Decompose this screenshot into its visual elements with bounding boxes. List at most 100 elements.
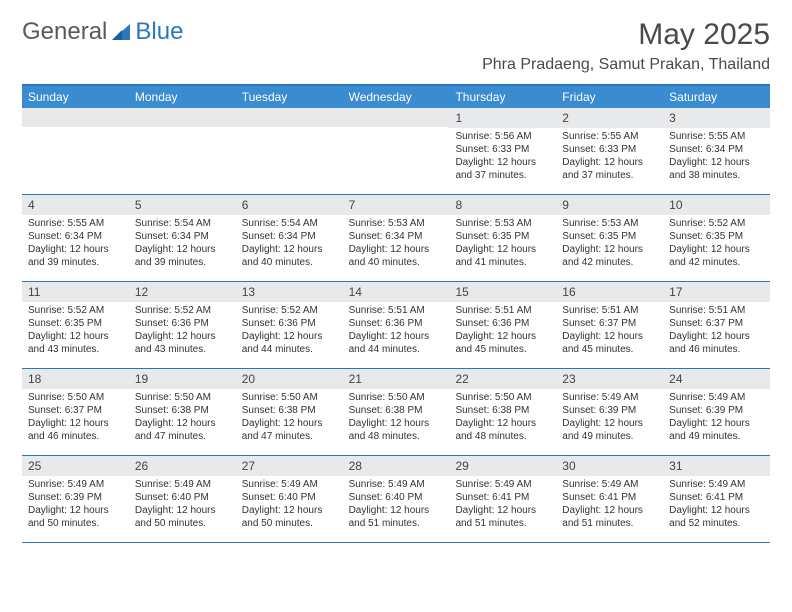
sunrise-text: Sunrise: 5:50 AM [455, 391, 550, 404]
sunset-text: Sunset: 6:39 PM [669, 404, 764, 417]
calendar: Sunday Monday Tuesday Wednesday Thursday… [22, 84, 770, 543]
day-body: Sunrise: 5:49 AMSunset: 6:39 PMDaylight:… [663, 389, 770, 447]
sunrise-text: Sunrise: 5:49 AM [669, 478, 764, 491]
sunset-text: Sunset: 6:39 PM [28, 491, 123, 504]
day-number [22, 108, 129, 127]
sunrise-text: Sunrise: 5:54 AM [135, 217, 230, 230]
day-cell: 7Sunrise: 5:53 AMSunset: 6:34 PMDaylight… [343, 195, 450, 281]
day-body: Sunrise: 5:53 AMSunset: 6:35 PMDaylight:… [449, 215, 556, 273]
daylight-text: Daylight: 12 hours and 41 minutes. [455, 243, 550, 269]
day-body: Sunrise: 5:55 AMSunset: 6:34 PMDaylight:… [663, 128, 770, 186]
day-number: 2 [556, 108, 663, 128]
day-number: 19 [129, 369, 236, 389]
day-cell: 15Sunrise: 5:51 AMSunset: 6:36 PMDayligh… [449, 282, 556, 368]
sunrise-text: Sunrise: 5:49 AM [562, 478, 657, 491]
sunrise-text: Sunrise: 5:50 AM [242, 391, 337, 404]
day-body: Sunrise: 5:49 AMSunset: 6:41 PMDaylight:… [449, 476, 556, 534]
sunrise-text: Sunrise: 5:53 AM [455, 217, 550, 230]
dow-wed: Wednesday [343, 86, 450, 108]
day-cell: 8Sunrise: 5:53 AMSunset: 6:35 PMDaylight… [449, 195, 556, 281]
sunrise-text: Sunrise: 5:49 AM [349, 478, 444, 491]
day-body [343, 127, 450, 187]
day-body: Sunrise: 5:51 AMSunset: 6:37 PMDaylight:… [556, 302, 663, 360]
sunset-text: Sunset: 6:40 PM [349, 491, 444, 504]
daylight-text: Daylight: 12 hours and 49 minutes. [669, 417, 764, 443]
day-number: 29 [449, 456, 556, 476]
sunset-text: Sunset: 6:37 PM [562, 317, 657, 330]
day-cell: 31Sunrise: 5:49 AMSunset: 6:41 PMDayligh… [663, 456, 770, 542]
day-cell: 16Sunrise: 5:51 AMSunset: 6:37 PMDayligh… [556, 282, 663, 368]
daylight-text: Daylight: 12 hours and 39 minutes. [28, 243, 123, 269]
day-number: 24 [663, 369, 770, 389]
day-number: 28 [343, 456, 450, 476]
day-body: Sunrise: 5:50 AMSunset: 6:38 PMDaylight:… [343, 389, 450, 447]
day-cell: 12Sunrise: 5:52 AMSunset: 6:36 PMDayligh… [129, 282, 236, 368]
day-number: 27 [236, 456, 343, 476]
day-cell: 3Sunrise: 5:55 AMSunset: 6:34 PMDaylight… [663, 108, 770, 194]
sunrise-text: Sunrise: 5:53 AM [349, 217, 444, 230]
sunset-text: Sunset: 6:37 PM [669, 317, 764, 330]
sunset-text: Sunset: 6:36 PM [242, 317, 337, 330]
day-body: Sunrise: 5:52 AMSunset: 6:35 PMDaylight:… [663, 215, 770, 273]
month-title: May 2025 [482, 18, 770, 52]
sunrise-text: Sunrise: 5:52 AM [242, 304, 337, 317]
sunset-text: Sunset: 6:33 PM [455, 143, 550, 156]
sunset-text: Sunset: 6:41 PM [455, 491, 550, 504]
sunrise-text: Sunrise: 5:49 AM [562, 391, 657, 404]
day-body: Sunrise: 5:56 AMSunset: 6:33 PMDaylight:… [449, 128, 556, 186]
day-body: Sunrise: 5:49 AMSunset: 6:40 PMDaylight:… [236, 476, 343, 534]
daylight-text: Daylight: 12 hours and 47 minutes. [242, 417, 337, 443]
sunset-text: Sunset: 6:40 PM [135, 491, 230, 504]
sunrise-text: Sunrise: 5:49 AM [242, 478, 337, 491]
day-number: 26 [129, 456, 236, 476]
sunset-text: Sunset: 6:38 PM [455, 404, 550, 417]
sunset-text: Sunset: 6:37 PM [28, 404, 123, 417]
daylight-text: Daylight: 12 hours and 40 minutes. [349, 243, 444, 269]
day-number [343, 108, 450, 127]
day-body: Sunrise: 5:50 AMSunset: 6:37 PMDaylight:… [22, 389, 129, 447]
sunset-text: Sunset: 6:38 PM [349, 404, 444, 417]
day-body: Sunrise: 5:51 AMSunset: 6:36 PMDaylight:… [449, 302, 556, 360]
day-body: Sunrise: 5:53 AMSunset: 6:34 PMDaylight:… [343, 215, 450, 273]
week-row: 11Sunrise: 5:52 AMSunset: 6:35 PMDayligh… [22, 282, 770, 369]
day-number: 10 [663, 195, 770, 215]
daylight-text: Daylight: 12 hours and 48 minutes. [349, 417, 444, 443]
day-cell: 6Sunrise: 5:54 AMSunset: 6:34 PMDaylight… [236, 195, 343, 281]
day-number [236, 108, 343, 127]
day-cell: 4Sunrise: 5:55 AMSunset: 6:34 PMDaylight… [22, 195, 129, 281]
daylight-text: Daylight: 12 hours and 49 minutes. [562, 417, 657, 443]
day-body: Sunrise: 5:50 AMSunset: 6:38 PMDaylight:… [236, 389, 343, 447]
daylight-text: Daylight: 12 hours and 37 minutes. [562, 156, 657, 182]
daylight-text: Daylight: 12 hours and 51 minutes. [349, 504, 444, 530]
sunset-text: Sunset: 6:35 PM [562, 230, 657, 243]
sunset-text: Sunset: 6:40 PM [242, 491, 337, 504]
daylight-text: Daylight: 12 hours and 39 minutes. [135, 243, 230, 269]
day-body [236, 127, 343, 187]
daylight-text: Daylight: 12 hours and 50 minutes. [242, 504, 337, 530]
day-number: 5 [129, 195, 236, 215]
sunrise-text: Sunrise: 5:50 AM [28, 391, 123, 404]
sunrise-text: Sunrise: 5:54 AM [242, 217, 337, 230]
daylight-text: Daylight: 12 hours and 43 minutes. [135, 330, 230, 356]
daylight-text: Daylight: 12 hours and 46 minutes. [28, 417, 123, 443]
dow-mon: Monday [129, 86, 236, 108]
sunrise-text: Sunrise: 5:55 AM [28, 217, 123, 230]
day-number: 31 [663, 456, 770, 476]
day-body: Sunrise: 5:51 AMSunset: 6:36 PMDaylight:… [343, 302, 450, 360]
sunrise-text: Sunrise: 5:52 AM [28, 304, 123, 317]
day-cell: 9Sunrise: 5:53 AMSunset: 6:35 PMDaylight… [556, 195, 663, 281]
daylight-text: Daylight: 12 hours and 51 minutes. [455, 504, 550, 530]
day-cell [343, 108, 450, 194]
sunrise-text: Sunrise: 5:56 AM [455, 130, 550, 143]
day-cell: 27Sunrise: 5:49 AMSunset: 6:40 PMDayligh… [236, 456, 343, 542]
dow-sun: Sunday [22, 86, 129, 108]
week-row: 25 Sunrise: 5:49 AM Sunset: 6:39 PM Dayligh… [22, 456, 770, 543]
day-number: 25 [22, 456, 129, 476]
day-number: 16 [556, 282, 663, 302]
day-cell: 18Sunrise: 5:50 AMSunset: 6:37 PMDayligh… [22, 369, 129, 455]
dow-thu: Thursday [449, 86, 556, 108]
day-number: 13 [236, 282, 343, 302]
sunrise-text: Sunrise: 5:51 AM [562, 304, 657, 317]
sunrise-text: Sunrise: 5:49 AM [135, 478, 230, 491]
sunset-text: Sunset: 6:41 PM [562, 491, 657, 504]
